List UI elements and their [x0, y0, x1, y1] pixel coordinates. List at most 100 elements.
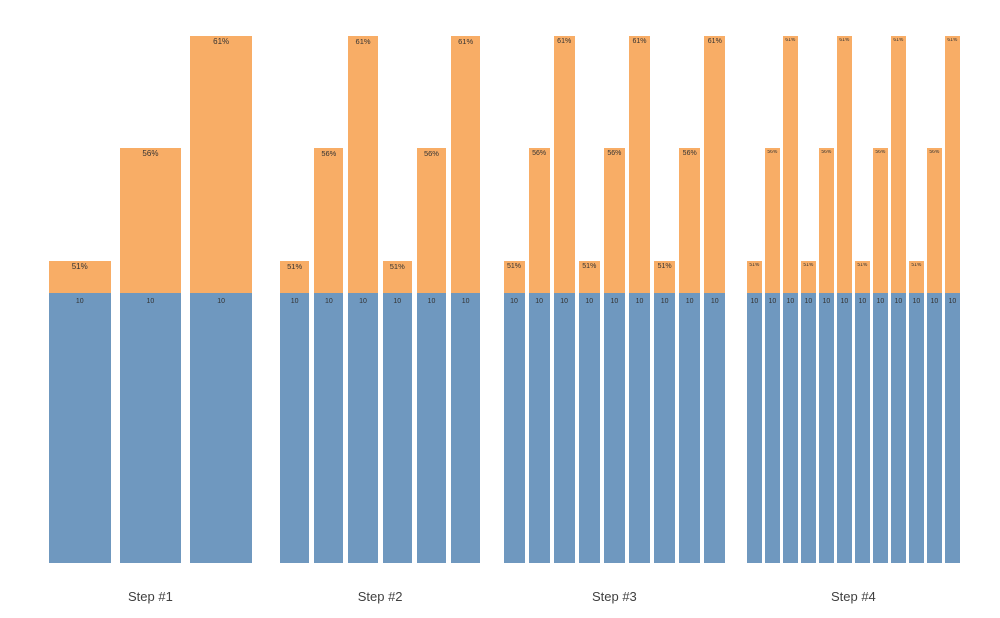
bar-base-label: 10 [510, 297, 518, 305]
bar-segment-base [746, 293, 763, 564]
bar-segment-base [528, 293, 550, 564]
bar-top-label: 56% [532, 150, 547, 158]
bar-top-label: 56% [767, 150, 778, 156]
bar-base-label: 10 [948, 297, 957, 305]
bar-top-label: 61% [785, 37, 796, 43]
bar-base-label: 10 [768, 297, 777, 305]
bar-segment-base [890, 293, 907, 564]
bar-base-label: 10 [876, 297, 885, 305]
bar-segment-top [704, 35, 726, 294]
bar-top-label: 61% [893, 37, 904, 43]
bar-segment-base [382, 293, 412, 564]
bar-top-label: 61% [839, 37, 850, 43]
bar-segment-base [704, 293, 726, 564]
bar-top-label: 56% [875, 150, 886, 156]
bar-segment-base [654, 293, 676, 564]
bar-top-label: 56% [682, 150, 697, 158]
bar-segment-top [314, 148, 344, 294]
bar-top-label: 61% [632, 37, 647, 45]
bar-base-label: 10 [858, 297, 867, 305]
bar-top-label: 51% [582, 263, 597, 271]
bar-base-label: 10 [710, 297, 719, 305]
bar-segment-top [679, 148, 701, 294]
bar-segment-base [578, 293, 600, 564]
bar-top-label: 51% [749, 263, 760, 269]
x-axis-group-label: Step #2 [357, 589, 403, 604]
x-axis-group-label: Step #1 [128, 589, 173, 604]
x-axis-group-label: Step #3 [591, 589, 637, 604]
bar-base-label: 10 [894, 297, 903, 305]
bar-top-label: 51% [506, 263, 521, 271]
bar-base-label: 10 [822, 297, 831, 305]
bar-segment-top [764, 148, 781, 294]
bar-base-label: 10 [840, 297, 849, 305]
bar-base-label: 10 [393, 297, 402, 305]
bar-base-label: 10 [912, 297, 921, 305]
bar-segment-top [280, 261, 310, 294]
bar-base-label: 10 [786, 297, 795, 305]
bar-segment-base [416, 293, 447, 564]
bar-segment-base [119, 293, 182, 564]
bar-segment-top [348, 35, 378, 294]
bar-segment-base [908, 293, 925, 564]
bar-segment-base [348, 293, 378, 564]
bar-top-label: 51% [911, 263, 922, 269]
bar-segment-top [944, 35, 961, 294]
bar-base-label: 10 [660, 297, 669, 305]
bar-segment-base [926, 293, 943, 564]
bar-segment-top [49, 261, 111, 294]
bar-segment-top [190, 35, 252, 294]
bar-segment-top [416, 148, 447, 294]
bar-segment-top [836, 35, 853, 294]
bar-base-label: 10 [461, 297, 470, 305]
bar-base-label: 10 [359, 297, 367, 305]
bar-segment-base [190, 293, 252, 564]
bar-top-label: 51% [803, 263, 814, 269]
bar-segment-base [679, 293, 701, 564]
bar-top-label: 61% [458, 37, 474, 46]
bar-segment-top [926, 148, 943, 294]
bar-base-label: 10 [635, 297, 644, 305]
bar-segment-top [553, 35, 575, 294]
bar-segment-base [451, 293, 481, 564]
bar-segment-top [603, 148, 625, 294]
bar-base-label: 10 [75, 297, 84, 305]
bar-base-label: 10 [217, 297, 226, 305]
x-axis-group-label: Step #4 [830, 589, 876, 604]
bar-segment-base [944, 293, 961, 564]
bar-segment-base [854, 293, 871, 564]
bar-segment-top [451, 35, 481, 294]
bar-base-label: 10 [560, 297, 569, 305]
bar-base-label: 10 [750, 297, 759, 305]
bar-top-label: 51% [389, 263, 405, 271]
bar-segment-top [872, 148, 889, 294]
bar-segment-base [629, 293, 650, 564]
bar-top-label: 56% [423, 150, 439, 158]
bar-segment-top [800, 261, 817, 294]
bar-top-label: 56% [321, 150, 337, 158]
bar-segment-top [528, 148, 550, 294]
bar-segment-top [382, 261, 412, 294]
bar-segment-top [119, 148, 182, 294]
bar-segment-base [603, 293, 625, 564]
bar-segment-top [890, 35, 907, 294]
bar-base-label: 10 [610, 297, 619, 305]
bar-base-label: 10 [324, 297, 333, 305]
bar-base-label: 10 [804, 297, 813, 305]
bar-segment-base [800, 293, 817, 564]
bar-base-label: 10 [930, 297, 939, 305]
bar-top-label: 56% [929, 150, 940, 156]
bar-base-label: 10 [585, 297, 594, 305]
bar-segment-base [553, 293, 575, 564]
bar-segment-base [872, 293, 889, 564]
bar-segment-top [854, 261, 871, 294]
bar-segment-top [782, 35, 799, 294]
bar-top-label: 56% [142, 150, 159, 159]
bar-top-label: 61% [213, 37, 230, 46]
bar-top-label: 61% [707, 37, 722, 45]
bar-segment-base [782, 293, 799, 564]
bar-top-label: 61% [947, 37, 958, 43]
bar-top-label: 56% [607, 150, 622, 158]
bar-segment-top [629, 35, 650, 294]
